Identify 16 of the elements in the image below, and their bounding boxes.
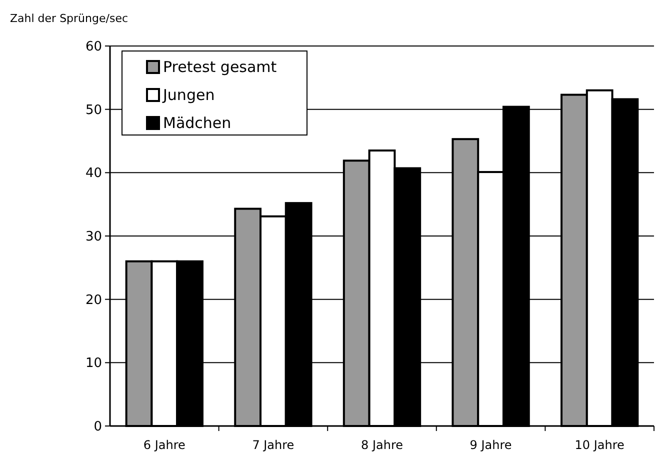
- y-tick-label: 30: [85, 230, 102, 245]
- y-tick-label: 40: [85, 166, 102, 182]
- x-tick-label: 7 Jahre: [252, 438, 294, 452]
- legend-label: Jungen: [162, 86, 215, 104]
- y-axis-title: Zahl der Sprünge/sec: [10, 12, 128, 25]
- y-tick-label: 50: [85, 102, 102, 118]
- x-tick-label: 6 Jahre: [143, 438, 186, 452]
- legend-label: Pretest gesamt: [163, 58, 277, 76]
- y-tick-label: 10: [85, 356, 102, 372]
- x-tick-label: 9 Jahre: [470, 438, 512, 452]
- x-tick-label: 10 Jahre: [574, 438, 624, 452]
- legend-label: Mädchen: [163, 114, 232, 132]
- y-tick-label: 20: [85, 292, 102, 308]
- y-tick-label: 0: [94, 420, 102, 435]
- y-tick-label: 60: [85, 40, 102, 55]
- x-tick-label: 8 Jahre: [361, 438, 403, 452]
